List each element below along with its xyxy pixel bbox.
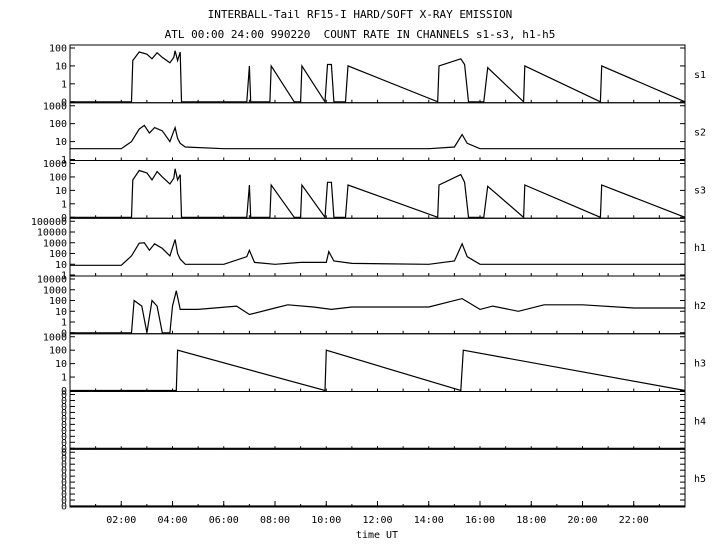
y-tick-label: 100 (49, 119, 67, 130)
y-tick-label: 10000 (37, 228, 67, 239)
y-tick-label: 10 (55, 260, 67, 271)
panel-frame-s1 (69, 44, 686, 104)
x-tick-label: 14:00 (414, 515, 444, 526)
y-tick-label: 0 (61, 213, 67, 224)
y-tick-label: 1000 (43, 101, 67, 112)
series-line-s1 (70, 50, 686, 104)
y-tick-label: 0 (61, 460, 67, 471)
y-tick-label: 10 (55, 61, 67, 72)
y-tick-label: 0 (61, 97, 67, 108)
channel-label-h3: h3 (694, 359, 706, 370)
y-tick-label: 0 (61, 448, 67, 459)
y-tick-label: 0 (61, 466, 67, 477)
y-tick-label: 0 (61, 420, 67, 431)
y-tick-label: 0 (61, 432, 67, 443)
panel-s2: 1 10 100 1000 s2 (43, 101, 706, 166)
y-tick-label: 100 (49, 172, 67, 183)
x-tick-label: 12:00 (362, 515, 392, 526)
chart-title: INTERBALL-Tail RF15-I HARD/SOFT X-RAY EM… (207, 8, 513, 21)
y-tick-label: 1 (61, 318, 67, 329)
panel-frame-h3 (69, 333, 686, 392)
x-tick-label: 18:00 (516, 515, 546, 526)
y-tick-label: 1000 (43, 332, 67, 343)
y-tick-label: 1 (61, 373, 67, 384)
series-line-s3 (70, 168, 686, 220)
y-tick-label: 100000 (31, 217, 67, 228)
panel-frame-h5 (69, 448, 686, 508)
y-tick-label: 1 (61, 155, 67, 166)
series-line-h1 (70, 239, 685, 266)
x-tick-label: 02:00 (106, 515, 136, 526)
y-tick-label: 0 (61, 454, 67, 465)
channel-label-s2: s2 (694, 128, 706, 139)
channel-label-s3: s3 (694, 185, 706, 196)
y-tick-label: 0 (61, 496, 67, 507)
y-tick-label: 0 (61, 386, 67, 397)
x-tick-label: 06:00 (209, 515, 239, 526)
x-tick-label: 16:00 (465, 515, 495, 526)
y-tick-label: 0 (61, 502, 67, 513)
panel-s3: 0 1 10 100 1000 s3 (43, 159, 706, 224)
y-tick-label: 1000 (43, 238, 67, 249)
y-tick-label: 1 (61, 271, 67, 282)
y-tick-label: 1 (61, 199, 67, 210)
y-tick-label: 0 (61, 402, 67, 413)
series-line-h2 (70, 290, 685, 334)
panel-frame-h1 (69, 217, 686, 277)
channel-label-h4: h4 (694, 416, 706, 427)
y-tick-label: 0 (61, 390, 67, 401)
y-tick-label: 0 (61, 484, 67, 495)
panel-h3: 0 1 10 100 1000 h3 (43, 332, 706, 397)
x-tick-label: 10:00 (311, 515, 341, 526)
x-axis: 02:00 04:00 06:00 08:00 10:00 12:00 14:00 16:00… (106, 501, 649, 526)
y-tick-label: 10 (55, 186, 67, 197)
y-tick-label: 100 (49, 249, 67, 260)
y-tick-label: 0 (61, 472, 67, 483)
series-line-h3 (70, 349, 686, 392)
y-tick-label: 0 (61, 414, 67, 425)
channel-label-h5: h5 (694, 474, 706, 485)
panel-frame-s3 (69, 160, 686, 219)
x-tick-label: 20:00 (567, 515, 597, 526)
y-tick-label: 10 (55, 137, 67, 148)
y-tick-label: 0 (61, 328, 67, 339)
y-tick-label: 100 (49, 346, 67, 357)
y-tick-label: 100 (49, 296, 67, 307)
x-tick-label: 08:00 (260, 515, 290, 526)
panels-layer: 0110100s11101001000s201101001000s3110100… (31, 44, 706, 513)
x-axis-label: time UT (356, 530, 398, 541)
x-tick-label: 22:00 (619, 515, 649, 526)
channel-label-s1: s1 (694, 70, 706, 81)
panel-frame-h4 (69, 391, 686, 450)
y-tick-label: 1000 (43, 159, 67, 170)
y-tick-label: 0 (61, 438, 67, 449)
channel-label-h1: h1 (694, 243, 706, 254)
y-tick-label: 0 (61, 478, 67, 489)
y-tick-label: 10 (55, 359, 67, 370)
y-tick-label: 0 (61, 426, 67, 437)
series-line-s2 (70, 124, 685, 150)
channel-label-h2: h2 (694, 301, 706, 312)
x-tick-label: 04:00 (157, 515, 187, 526)
y-tick-label: 1 (61, 79, 67, 90)
y-tick-label: 0 (61, 396, 67, 407)
y-tick-label: 10 (55, 307, 67, 318)
y-tick-label: 0 (61, 490, 67, 501)
y-tick-label: 1000 (43, 285, 67, 296)
panel-s1: 0 1 10 100 s1 (49, 44, 706, 109)
y-tick-label: 10000 (37, 275, 67, 286)
y-tick-label: 100 (49, 44, 67, 55)
chart-subtitle: ATL 00:00 24:00 990220 COUNT RATE IN CHA… (164, 28, 556, 41)
y-tick-label: 0 (61, 444, 67, 455)
y-tick-label: 0 (61, 408, 67, 419)
